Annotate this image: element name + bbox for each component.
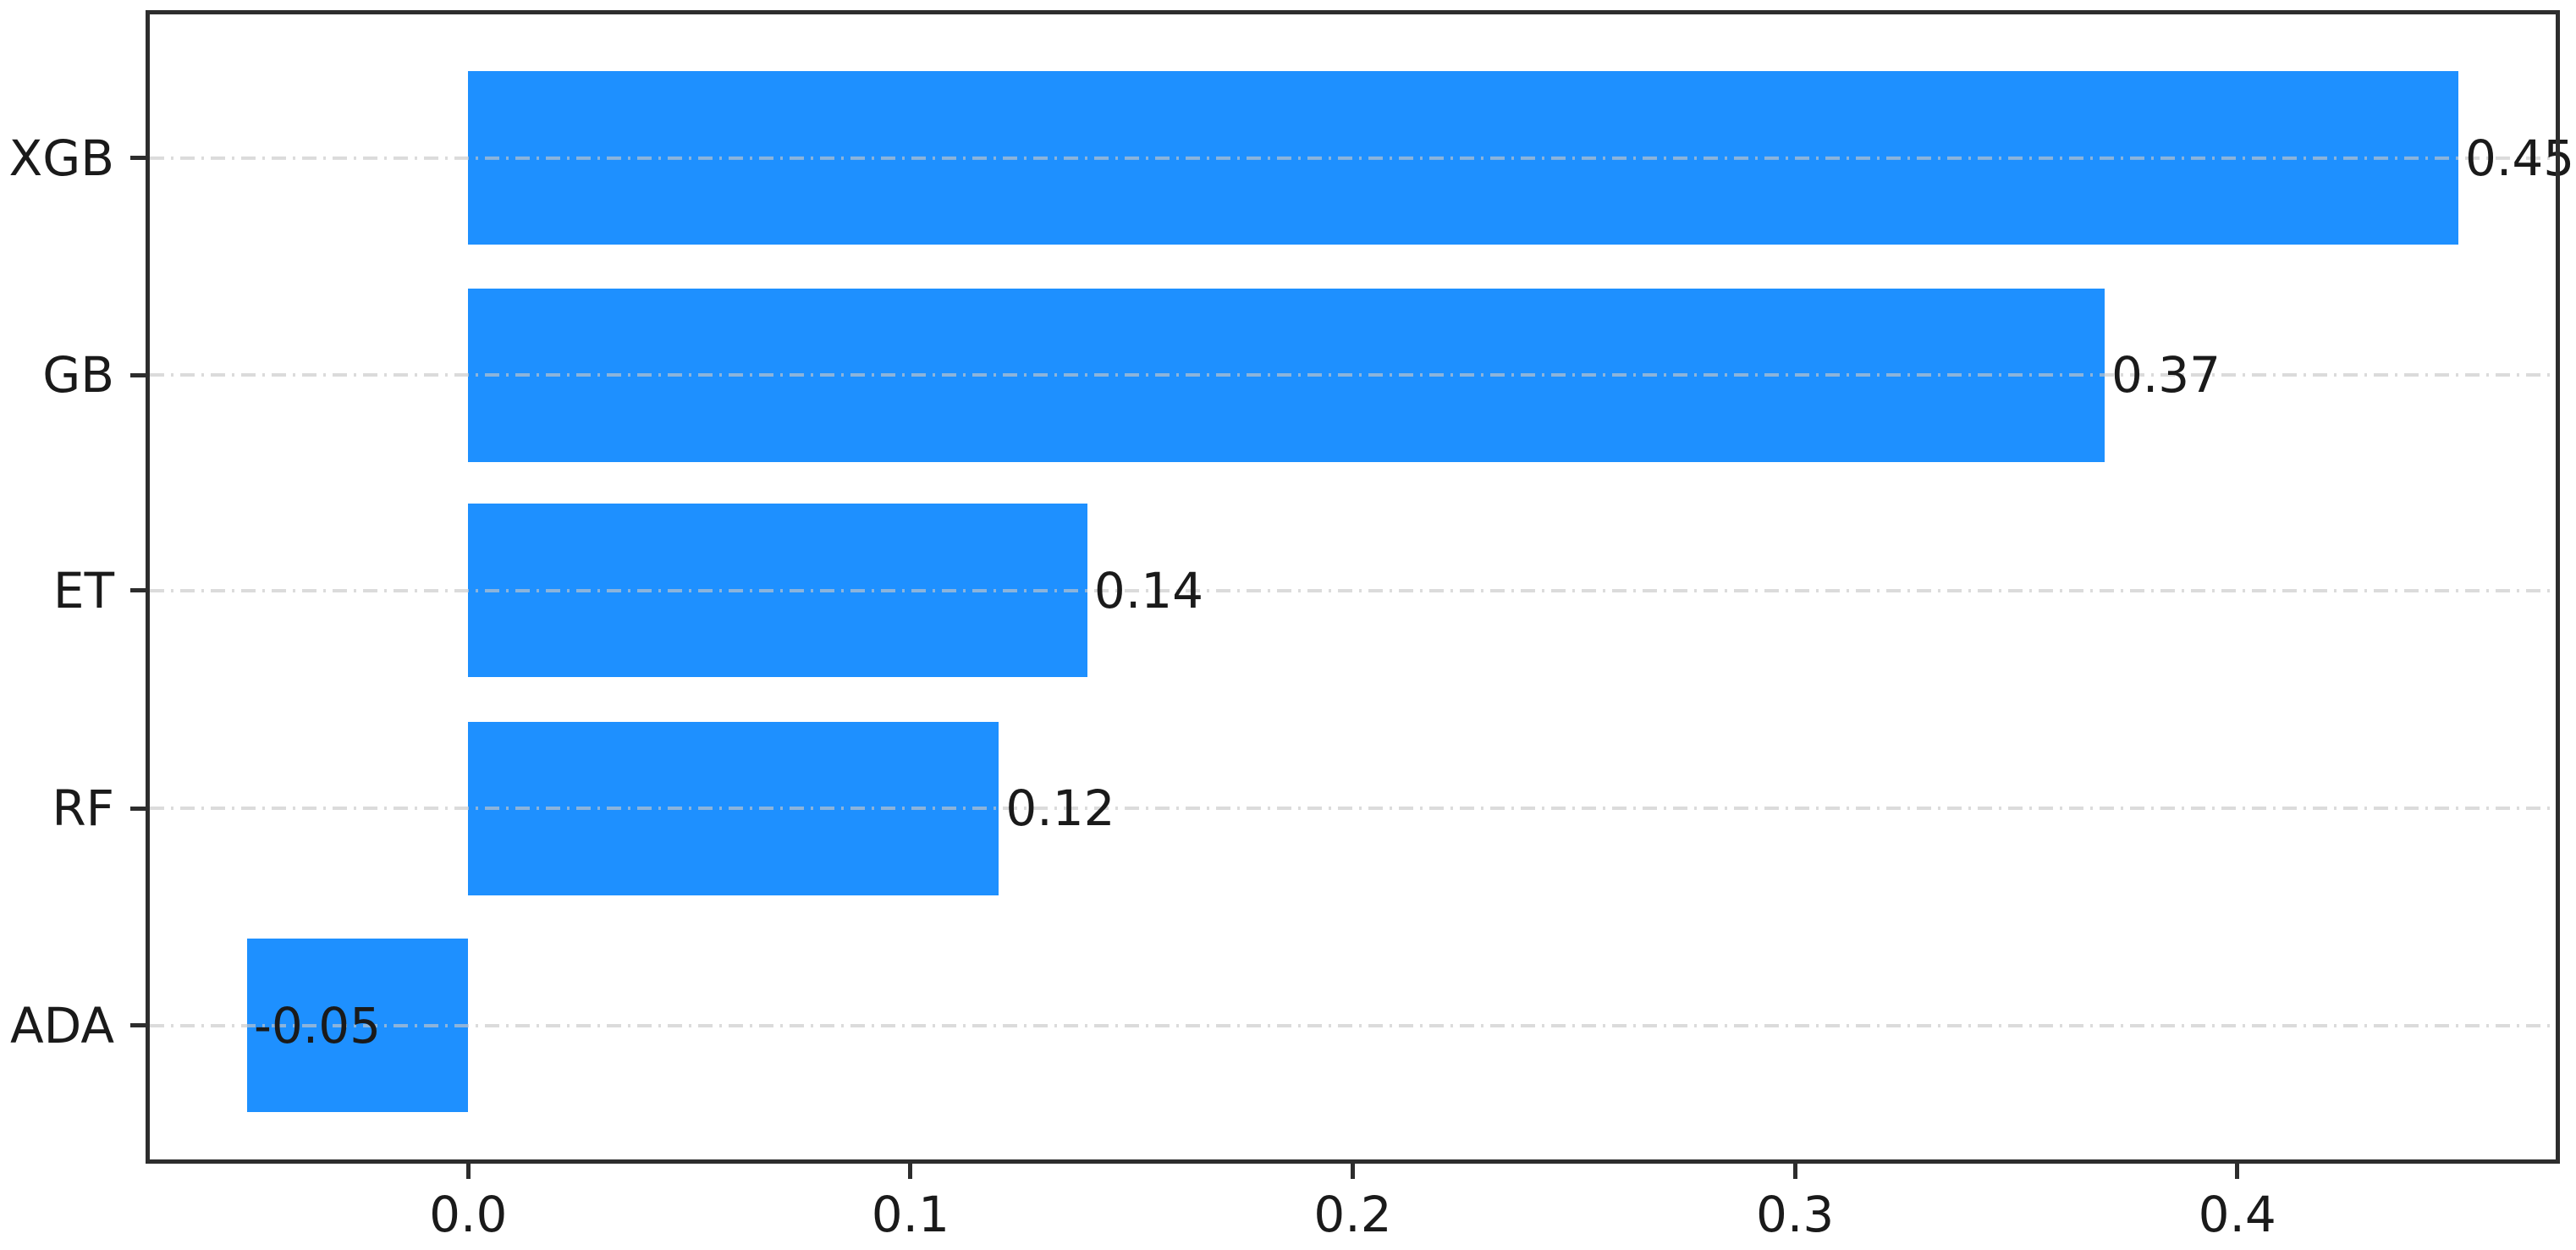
value-label-rf: 0.12 xyxy=(1005,779,1115,838)
xtick-label-0.1: 0.1 xyxy=(871,1186,949,1243)
xtick-label-0.3: 0.3 xyxy=(1755,1186,1835,1243)
value-label-et: 0.14 xyxy=(1093,561,1204,619)
xtick-mark-0.3 xyxy=(1792,1159,1797,1179)
value-label-ada: -0.05 xyxy=(253,996,382,1055)
xtick-mark-0.2 xyxy=(1351,1159,1355,1179)
xtick-label-0.4: 0.4 xyxy=(2198,1186,2276,1243)
value-label-gb: 0.37 xyxy=(2111,346,2221,405)
ytick-mark-ada xyxy=(130,1023,150,1028)
value-labels-layer: 0.45 0.37 0.14 0.12 -0.05 xyxy=(150,14,2574,1159)
ytick-label-gb: GB xyxy=(42,346,114,405)
xtick-mark-0.0 xyxy=(465,1159,471,1179)
ytick-mark-gb xyxy=(130,372,150,377)
xtick-label-0.0: 0.0 xyxy=(429,1186,508,1243)
xtick-mark-0.1 xyxy=(908,1159,913,1179)
ytick-mark-rf xyxy=(130,806,150,811)
ytick-label-rf: RF xyxy=(52,779,114,838)
plot-area: 0.45 0.37 0.14 0.12 -0.05 xyxy=(146,10,2574,1164)
value-label-xgb: 0.45 xyxy=(2465,129,2575,187)
ytick-label-ada: ADA xyxy=(10,996,114,1055)
xtick-label-0.2: 0.2 xyxy=(1313,1186,1392,1243)
ytick-label-xgb: XGB xyxy=(8,129,114,187)
ytick-mark-xgb xyxy=(130,156,150,161)
ytick-mark-et xyxy=(130,588,150,593)
grid-layer xyxy=(150,156,2556,1027)
ytick-label-et: ET xyxy=(52,561,114,619)
xtick-mark-0.4 xyxy=(2235,1159,2240,1179)
